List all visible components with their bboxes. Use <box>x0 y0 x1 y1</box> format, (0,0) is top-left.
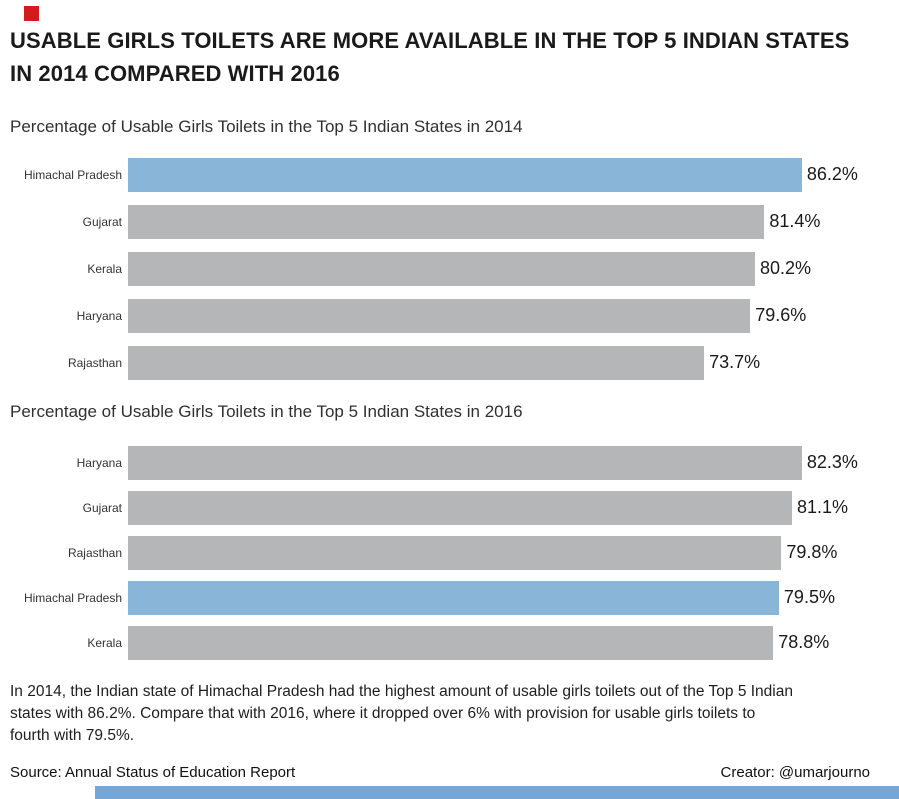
category-label-rajasthan: Rajasthan <box>67 545 122 560</box>
value-label: 79.6% <box>755 305 807 325</box>
bar-row: Rajasthan 79.8% <box>0 530 899 575</box>
caption-line-2: states with 86.2%. Compare that with 201… <box>10 705 756 722</box>
bar-row: Himachal Pradesh 86.2% <box>0 151 899 198</box>
page-title: USABLE GIRLS TOILETS ARE MORE AVAILABLE … <box>10 24 892 90</box>
bar-himachal-pradesh <box>128 157 802 192</box>
bar-row: Gujarat 81.1% <box>0 485 899 530</box>
category-label-himachal-pradesh: Himachal Pradesh <box>23 167 122 182</box>
page-title-line-1: USABLE GIRLS TOILETS ARE MORE AVAILABLE … <box>10 28 850 53</box>
bar-area: 79.8% <box>128 535 899 570</box>
category-label-rajasthan: Rajasthan <box>67 355 122 370</box>
value-label: 86.2% <box>806 164 858 184</box>
category-label-himachal-pradesh: Himachal Pradesh <box>23 590 122 605</box>
bar-rajasthan <box>128 535 782 570</box>
bar-kerala <box>128 625 774 660</box>
chart-2016: Haryana 82.3% Gujarat 81.1% Rajasthan 79.8% Hi… <box>0 440 899 665</box>
chart-2014-title: Percentage of Usable Girls Toilets in th… <box>10 117 523 136</box>
bar-haryana <box>128 445 802 480</box>
value-label: 78.8% <box>778 632 830 652</box>
creator-credit: Creator: @umarjourno <box>720 764 870 781</box>
value-label: 79.5% <box>783 587 835 607</box>
bar-area: 81.1% <box>128 490 899 525</box>
bar-rajasthan <box>128 345 705 380</box>
bar-area: 81.4% <box>128 204 899 239</box>
bar-area: 82.3% <box>128 445 899 480</box>
bar-gujarat <box>128 490 793 525</box>
caption: In 2014, the Indian state of Himachal Pr… <box>10 681 894 747</box>
bar-gujarat <box>128 204 765 239</box>
category-label-haryana: Haryana <box>76 455 122 470</box>
red-square-mark <box>24 6 39 21</box>
category-label-gujarat: Gujarat <box>82 500 122 515</box>
value-label: 81.1% <box>797 497 849 517</box>
bar-kerala <box>128 251 755 286</box>
bar-row: Rajasthan 73.7% <box>0 339 899 386</box>
category-label-haryana: Haryana <box>76 308 122 323</box>
category-label-gujarat: Gujarat <box>82 214 122 229</box>
value-label: 80.2% <box>759 258 811 278</box>
value-label: 79.8% <box>786 542 838 562</box>
category-label-kerala: Kerala <box>87 635 122 650</box>
bar-row: Haryana 82.3% <box>0 440 899 485</box>
bar-area: 79.6% <box>128 298 899 333</box>
value-label: 81.4% <box>769 211 821 231</box>
category-label-kerala: Kerala <box>87 261 122 276</box>
bar-haryana <box>128 298 751 333</box>
chart-2016-title: Percentage of Usable Girls Toilets in th… <box>10 402 523 421</box>
bar-area: 79.5% <box>128 580 899 615</box>
bar-row: Gujarat 81.4% <box>0 198 899 245</box>
bar-himachal-pradesh <box>128 580 779 615</box>
bar-row: Kerala 80.2% <box>0 245 899 292</box>
bar-area: 86.2% <box>128 157 899 192</box>
bar-area: 78.8% <box>128 625 899 660</box>
bar-row: Kerala 78.8% <box>0 620 899 665</box>
page-title-line-2: IN 2014 COMPARED WITH 2016 <box>10 61 340 86</box>
bottom-accent-bar <box>95 786 899 799</box>
source-credit: Source: Annual Status of Education Repor… <box>10 764 296 781</box>
caption-line-1: In 2014, the Indian state of Himachal Pr… <box>10 683 793 700</box>
chart-2014: Himachal Pradesh 86.2% Gujarat 81.4% Kerala 8… <box>0 151 899 386</box>
bar-area: 73.7% <box>128 345 899 380</box>
bar-area: 80.2% <box>128 251 899 286</box>
bar-row: Himachal Pradesh 79.5% <box>0 575 899 620</box>
caption-line-3: fourth with 79.5%. <box>10 727 135 744</box>
value-label: 82.3% <box>806 452 858 472</box>
bar-row: Haryana 79.6% <box>0 292 899 339</box>
footer: Source: Annual Status of Education Repor… <box>10 764 870 781</box>
value-label: 73.7% <box>709 352 761 372</box>
